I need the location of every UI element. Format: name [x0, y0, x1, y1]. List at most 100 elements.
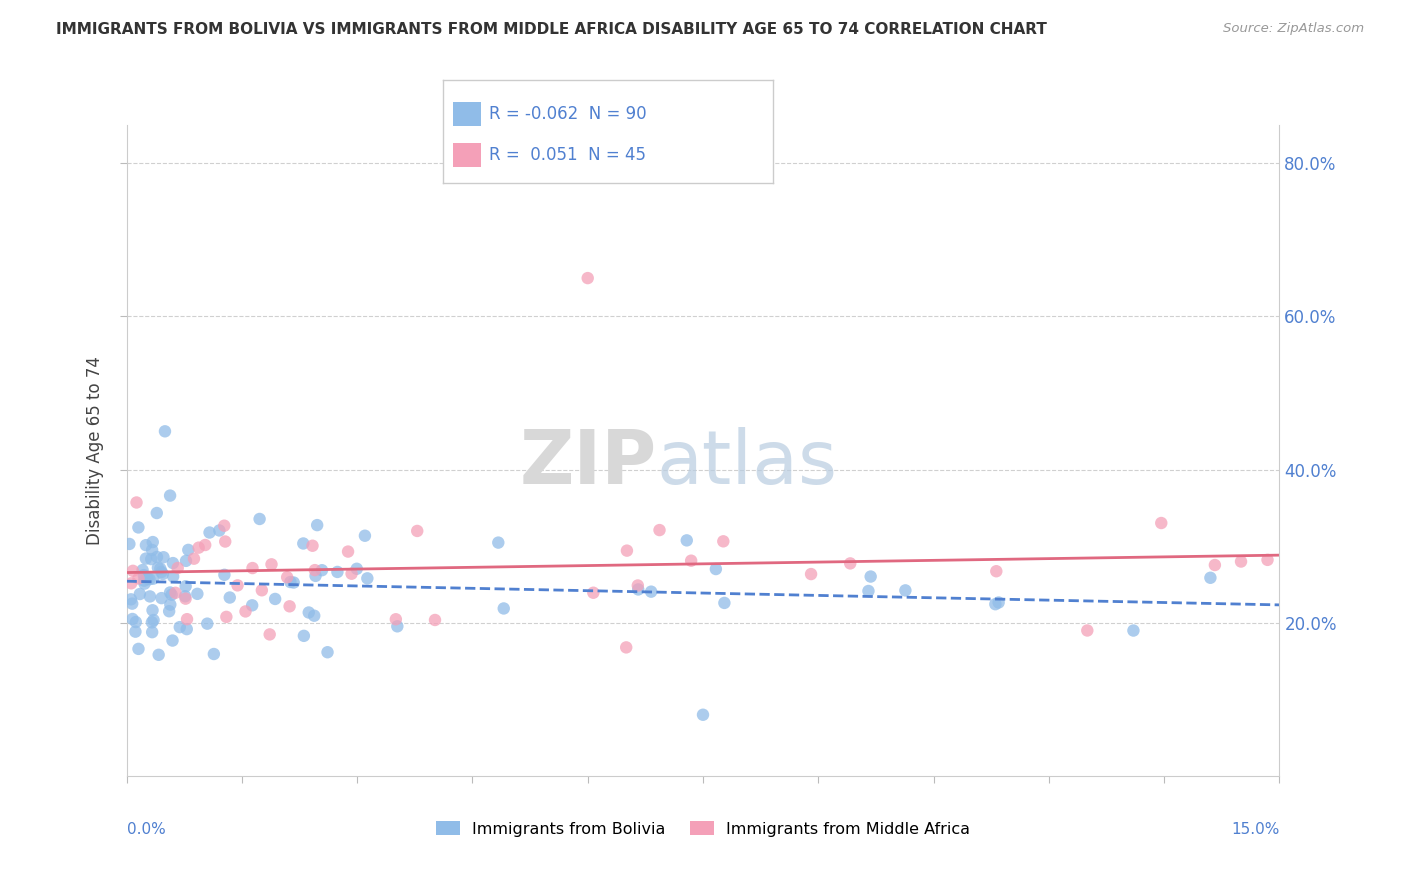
Point	[1150, 516, 1173, 530]
Point	[280, 575, 302, 590]
Point	[250, 583, 273, 598]
Point	[159, 598, 181, 612]
Point	[304, 563, 326, 577]
Point	[195, 616, 218, 631]
Point	[298, 606, 321, 620]
Point	[162, 633, 184, 648]
Point	[235, 604, 257, 618]
Point	[127, 641, 149, 656]
Point	[800, 567, 823, 582]
Point	[987, 595, 1010, 609]
Point	[278, 599, 301, 614]
Point	[346, 562, 368, 576]
Point	[120, 576, 142, 591]
Point	[640, 584, 662, 599]
Point	[215, 610, 238, 624]
Point	[120, 592, 142, 607]
Text: 0.0%: 0.0%	[127, 822, 166, 837]
Legend: Immigrants from Bolivia, Immigrants from Middle Africa: Immigrants from Bolivia, Immigrants from…	[429, 814, 977, 843]
Point	[423, 613, 446, 627]
Bar	[453, 143, 481, 168]
Point	[337, 544, 360, 558]
Point	[311, 563, 333, 577]
Point	[681, 554, 703, 568]
Text: 15.0%: 15.0%	[1232, 822, 1279, 837]
Point	[121, 612, 143, 626]
Point	[218, 591, 240, 605]
Point	[385, 612, 408, 626]
Point	[134, 574, 156, 588]
Point	[249, 512, 271, 526]
Point	[149, 562, 172, 576]
Point	[174, 579, 197, 593]
Point	[141, 603, 163, 617]
Point	[675, 533, 697, 548]
Point	[858, 584, 880, 599]
Point	[157, 604, 180, 618]
Point	[146, 560, 169, 574]
Point	[307, 518, 329, 533]
Point	[582, 586, 605, 600]
Point	[986, 564, 1008, 578]
Point	[162, 556, 184, 570]
Point	[839, 557, 862, 571]
Point	[692, 707, 714, 722]
Point	[614, 640, 637, 655]
Point	[283, 575, 305, 590]
Bar	[453, 102, 481, 127]
Point	[150, 591, 173, 606]
Text: R = -0.062  N = 90: R = -0.062 N = 90	[489, 105, 647, 123]
Point	[159, 585, 181, 599]
Point	[153, 425, 176, 439]
Point	[183, 551, 205, 566]
Point	[894, 583, 917, 598]
Text: atlas: atlas	[657, 427, 838, 500]
Point	[264, 591, 287, 606]
Point	[259, 627, 281, 641]
Point	[616, 543, 638, 558]
Point	[340, 566, 363, 581]
Point	[122, 564, 145, 578]
Point	[387, 619, 409, 633]
Point	[198, 525, 221, 540]
Point	[152, 566, 174, 581]
Point	[176, 612, 198, 626]
Point	[354, 529, 377, 543]
Point	[1122, 624, 1144, 638]
Text: R =  0.051  N = 45: R = 0.051 N = 45	[489, 146, 647, 164]
Point	[627, 578, 650, 592]
Point	[194, 538, 217, 552]
Point	[118, 537, 141, 551]
Text: ZIP: ZIP	[520, 427, 657, 500]
Point	[326, 565, 349, 579]
Point	[142, 613, 165, 627]
Point	[276, 570, 298, 584]
Point	[1230, 555, 1253, 569]
Point	[127, 520, 149, 534]
Point	[648, 523, 671, 537]
Point	[136, 572, 159, 586]
Point	[152, 550, 174, 565]
Point	[146, 549, 169, 564]
Point	[356, 571, 378, 585]
Point	[208, 524, 231, 538]
Point	[711, 534, 734, 549]
Point	[150, 565, 173, 579]
Point	[242, 561, 264, 575]
Point	[138, 572, 160, 586]
Point	[165, 586, 187, 600]
Point	[141, 552, 163, 566]
Point	[492, 601, 515, 615]
Point	[704, 562, 727, 576]
Point	[166, 561, 188, 575]
Point	[713, 596, 735, 610]
Point	[128, 571, 150, 585]
Point	[134, 576, 156, 591]
Point	[141, 543, 163, 558]
Point	[260, 558, 283, 572]
Point	[304, 569, 326, 583]
Point	[141, 625, 163, 640]
Point	[1257, 553, 1279, 567]
Point	[135, 551, 157, 566]
Point	[121, 597, 143, 611]
